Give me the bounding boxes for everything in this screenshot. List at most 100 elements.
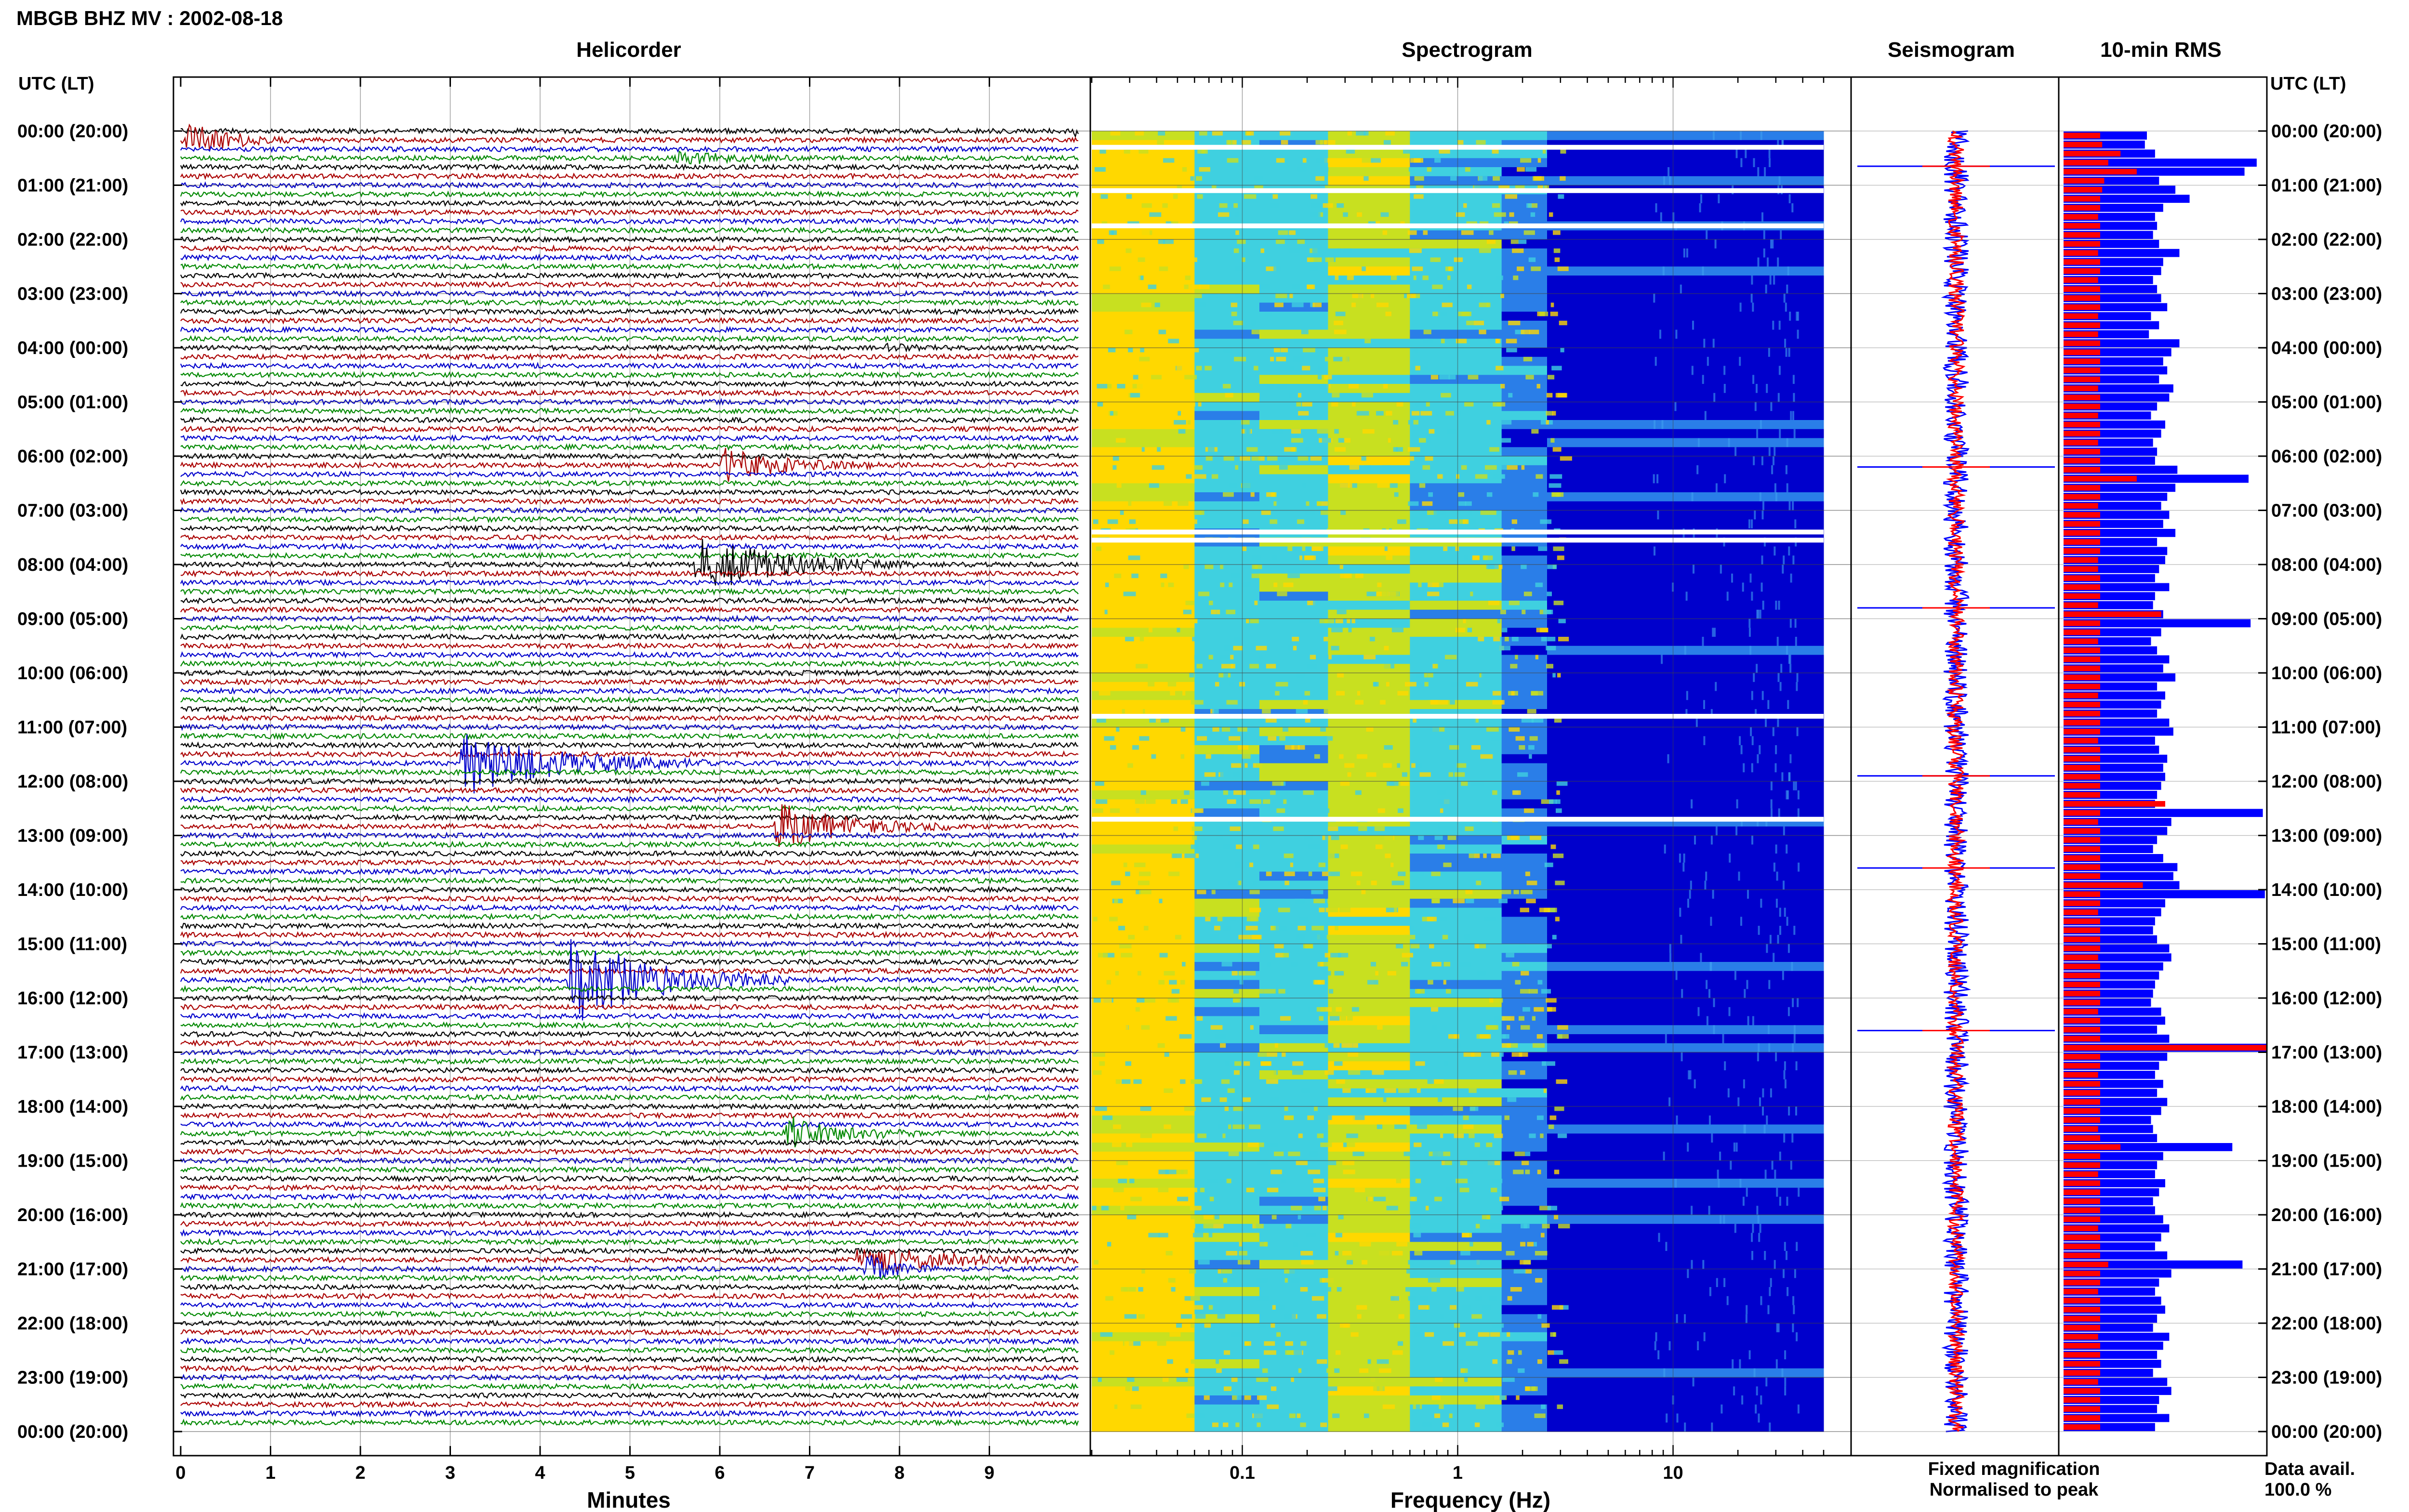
spectrogram-speckle bbox=[1758, 1413, 1760, 1423]
spectrogram-speckle bbox=[1430, 1377, 1439, 1382]
spectrogram-speckle bbox=[1274, 1043, 1278, 1048]
spectrogram-speckle bbox=[1171, 799, 1178, 804]
spectrogram-speckle bbox=[1744, 989, 1746, 999]
spectrogram-speckle bbox=[1150, 149, 1153, 154]
spectrogram-cell bbox=[1328, 934, 1410, 945]
spectrogram-cell bbox=[1328, 1079, 1410, 1089]
spectrogram-speckle bbox=[1284, 447, 1296, 452]
spectrogram-speckle bbox=[1512, 790, 1521, 795]
spectrogram-speckle bbox=[1380, 501, 1388, 506]
spectrogram-speckle bbox=[1474, 1143, 1480, 1147]
spectrogram-speckle bbox=[1371, 158, 1381, 163]
spectrogram-speckle bbox=[1257, 1395, 1267, 1400]
rms-bar-normalised bbox=[2064, 1243, 2100, 1249]
spectrogram-speckle bbox=[1367, 1196, 1373, 1201]
spectrogram-speckle bbox=[1355, 573, 1363, 579]
rms-bar-normalised bbox=[2064, 1262, 2108, 1267]
spectrogram-speckle bbox=[1394, 1124, 1407, 1129]
spectrogram-speckle bbox=[1311, 203, 1322, 208]
spectrogram-speckle bbox=[1413, 1233, 1421, 1237]
spectrogram-speckle bbox=[1150, 194, 1156, 199]
spectrogram-speckle bbox=[1183, 609, 1191, 615]
spectrogram-speckle bbox=[1359, 312, 1369, 316]
time-label-left: 11:00 (07:00) bbox=[17, 718, 127, 738]
spectrogram-speckle bbox=[1169, 601, 1173, 605]
spectrogram-speckle bbox=[1394, 907, 1397, 912]
spectrogram-speckle bbox=[1438, 826, 1451, 831]
spectrogram-speckle bbox=[1223, 384, 1231, 389]
spectrogram-speckle bbox=[1475, 1260, 1482, 1265]
spectrogram-speckle bbox=[1703, 700, 1705, 710]
spectrogram-speckle bbox=[1328, 871, 1340, 876]
spectrogram-speckle bbox=[1191, 700, 1204, 705]
rms-bar-normalised bbox=[2064, 611, 2161, 617]
spectrogram-cell bbox=[1092, 510, 1195, 520]
spectrogram-speckle bbox=[1426, 438, 1431, 443]
spectrogram-speckle bbox=[1214, 1215, 1219, 1220]
spectrogram-speckle bbox=[1376, 1115, 1386, 1120]
spectrogram-speckle bbox=[1757, 609, 1760, 619]
time-label-right: 00:00 (20:00) bbox=[2271, 121, 2382, 142]
spectrogram-speckle bbox=[1329, 989, 1334, 994]
spectrogram-cell bbox=[1092, 465, 1195, 475]
spectrogram-speckle bbox=[1776, 1323, 1778, 1333]
spectrogram-speckle bbox=[1135, 131, 1144, 136]
rms-bar-normalised bbox=[2064, 322, 2100, 328]
spectrogram-cell bbox=[1501, 645, 1548, 656]
spectrogram-cell bbox=[1547, 501, 1824, 511]
spectrogram-speckle bbox=[1438, 1097, 1443, 1102]
spectrogram-speckle bbox=[1537, 1170, 1541, 1174]
spectrogram-speckle bbox=[1226, 1179, 1231, 1183]
spectrogram-speckle bbox=[1388, 438, 1391, 443]
spectrogram-speckle bbox=[1454, 1133, 1464, 1138]
spectrogram-speckle bbox=[1713, 393, 1716, 403]
spectrogram-cell bbox=[1259, 790, 1328, 800]
spectrogram-cell bbox=[1501, 492, 1548, 502]
spectrogram-speckle bbox=[1427, 1079, 1434, 1084]
spectrogram-speckle bbox=[1700, 953, 1702, 962]
spectrogram-cell bbox=[1092, 1377, 1195, 1387]
spectrogram-speckle bbox=[1546, 393, 1553, 398]
spectrogram-speckle bbox=[1796, 673, 1799, 683]
helicorder-trace bbox=[180, 1409, 1079, 1418]
spectrogram-speckle bbox=[1691, 799, 1693, 809]
spectrogram-cell bbox=[1092, 573, 1195, 583]
spectrogram-speckle bbox=[1549, 1115, 1557, 1120]
spectrogram-speckle bbox=[1136, 664, 1148, 669]
spectrogram-speckle bbox=[1184, 375, 1197, 380]
spectrogram-speckle bbox=[1422, 276, 1429, 280]
spectrogram-speckle bbox=[1258, 456, 1265, 461]
spectrogram-speckle bbox=[1135, 799, 1145, 804]
spectrogram-title: Spectrogram bbox=[1402, 38, 1532, 62]
spectrogram-speckle bbox=[1396, 944, 1403, 948]
spectrogram-cell bbox=[1328, 149, 1410, 158]
spectrogram-speckle bbox=[1528, 257, 1536, 262]
spectrogram-speckle bbox=[1384, 546, 1388, 551]
spectrogram-speckle bbox=[1266, 266, 1276, 271]
spectrogram-speckle bbox=[1301, 1260, 1314, 1265]
spectrogram-speckle bbox=[1436, 618, 1448, 623]
spectrogram-speckle bbox=[1497, 618, 1501, 623]
spectrogram-speckle bbox=[1543, 609, 1553, 615]
spectrogram-speckle bbox=[1787, 1007, 1790, 1017]
spectrogram-cell bbox=[1501, 907, 1548, 917]
spectrogram-cell bbox=[1328, 582, 1410, 592]
spectrogram-speckle bbox=[1300, 1251, 1313, 1256]
spectrogram-speckle bbox=[1450, 1323, 1457, 1328]
spectrogram-speckle bbox=[1124, 149, 1130, 154]
spectrogram-speckle bbox=[1732, 1359, 1734, 1369]
spectrogram-speckle bbox=[1768, 447, 1771, 457]
spectrogram-speckle bbox=[1263, 799, 1271, 804]
spectrogram-speckle bbox=[1343, 1143, 1347, 1147]
spectrogram-cell bbox=[1259, 348, 1328, 357]
spectrogram-speckle bbox=[1335, 953, 1341, 958]
spectrogram-speckle bbox=[1456, 1179, 1468, 1183]
spectrogram-speckle bbox=[1166, 348, 1178, 353]
spectrogram-speckle bbox=[1489, 1223, 1500, 1229]
spectrogram-speckle bbox=[1194, 465, 1203, 470]
minutes-tick-label: 6 bbox=[715, 1463, 725, 1483]
spectrogram-speckle bbox=[1717, 1170, 1719, 1179]
spectrogram-speckle bbox=[1472, 555, 1480, 560]
spectrogram-speckle bbox=[1362, 1260, 1368, 1265]
helicorder-trace bbox=[180, 272, 1079, 279]
